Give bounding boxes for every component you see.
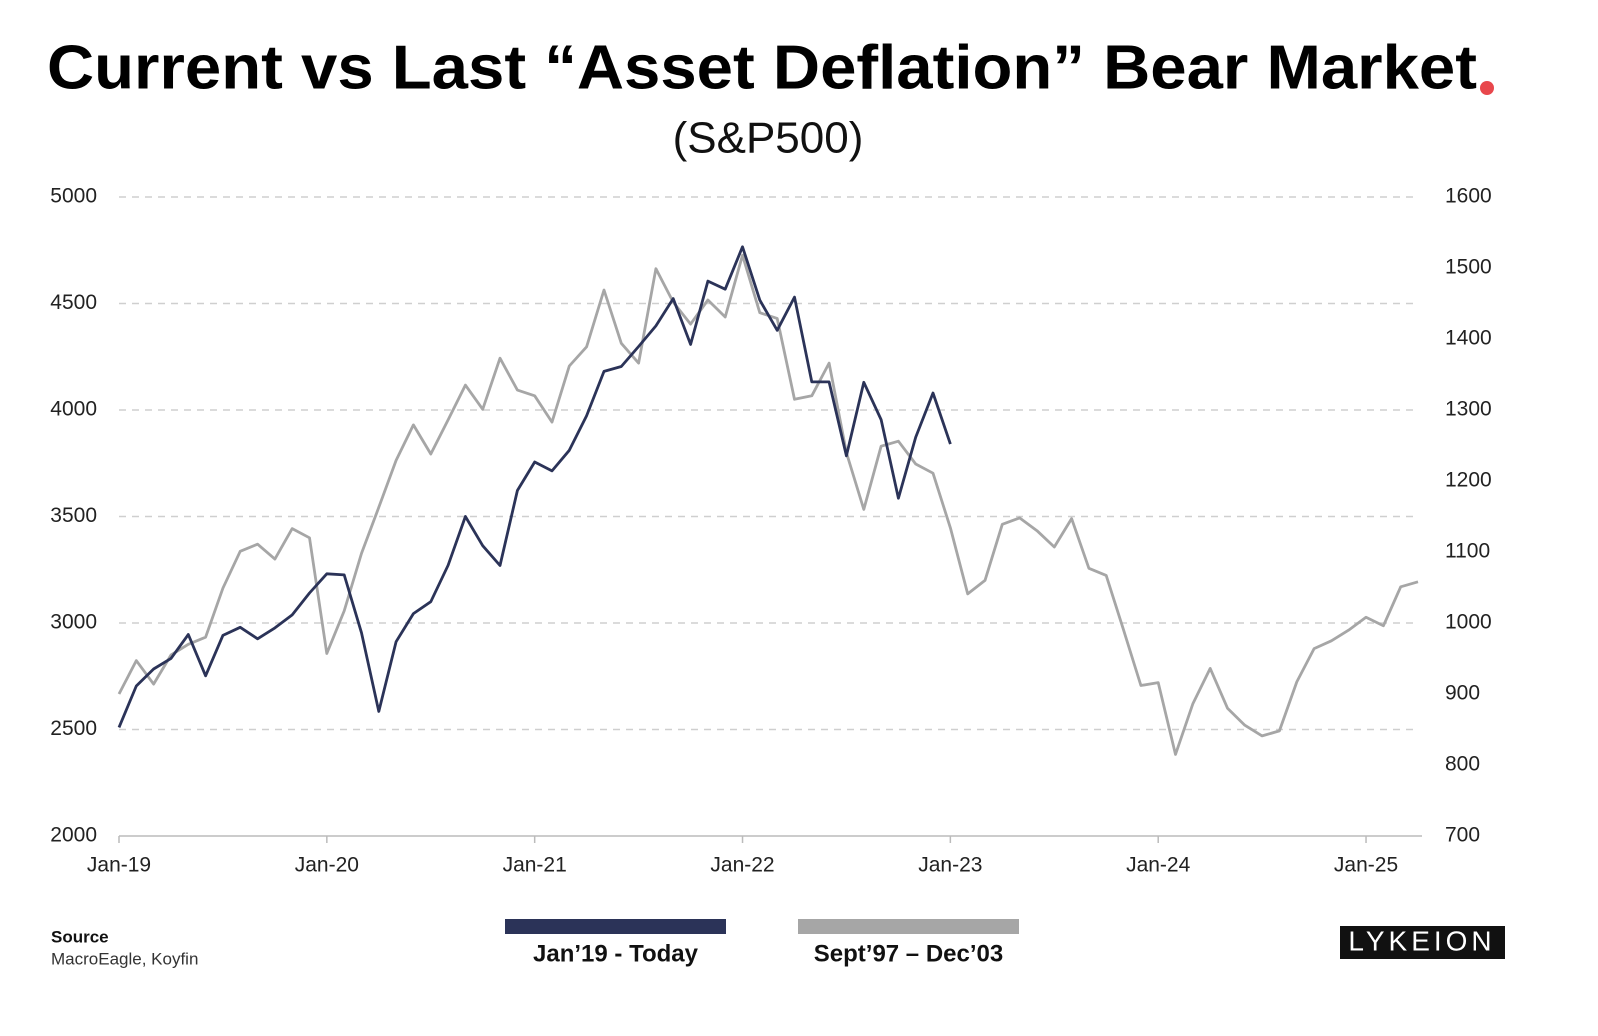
- y2-tick-label: 800: [1445, 753, 1480, 776]
- logo-box: [1340, 926, 1505, 959]
- x-tick-label: Jan-24: [1126, 854, 1191, 877]
- logo: LYKEION: [1348, 925, 1495, 956]
- y2-tick-label: 1000: [1445, 611, 1492, 634]
- x-tick-label: Jan-20: [295, 854, 359, 877]
- x-tick-label: Jan-25: [1334, 854, 1398, 877]
- x-tick-label: Jan-22: [710, 854, 774, 877]
- series-line: [117, 245, 952, 728]
- x-tick-label: Jan-19: [87, 854, 151, 877]
- source: MacroEagle, Koyfin: [51, 949, 198, 968]
- legend-swatch: [798, 919, 1019, 934]
- y-tick-label: 3500: [50, 504, 97, 527]
- chart-title: Current vs Last “Asset Deflation” Bear M…: [47, 33, 1477, 102]
- y2-tick-label: 1200: [1445, 469, 1492, 492]
- y-tick-label: 2000: [50, 824, 97, 847]
- y2-tick-label: 1400: [1445, 327, 1492, 350]
- legend-label: Jan’19 - Today: [533, 940, 699, 967]
- source-label: Source: [51, 927, 109, 946]
- y2-tick-label: 1300: [1445, 398, 1492, 421]
- legend-label: Sept’97 – Dec’03: [814, 940, 1003, 967]
- chart-subtitle: (S&P500): [673, 114, 864, 163]
- y-tick-label: 5000: [50, 185, 97, 208]
- y-tick-label: 3000: [50, 611, 97, 634]
- y2-tick-label: 900: [1445, 682, 1480, 705]
- legend-swatch: [505, 919, 726, 934]
- y-tick-label: 2500: [50, 717, 97, 740]
- y2-tick-label: 1500: [1445, 256, 1492, 279]
- x-tick-label: Jan-23: [918, 854, 982, 877]
- y-tick-label: 4500: [50, 291, 97, 314]
- y2-tick-label: 700: [1445, 824, 1480, 847]
- y2-tick-label: 1600: [1445, 185, 1492, 208]
- title-dot: [1480, 81, 1494, 95]
- x-tick-label: Jan-21: [503, 854, 567, 877]
- y-tick-label: 4000: [50, 398, 97, 421]
- y2-tick-label: 1100: [1445, 540, 1490, 563]
